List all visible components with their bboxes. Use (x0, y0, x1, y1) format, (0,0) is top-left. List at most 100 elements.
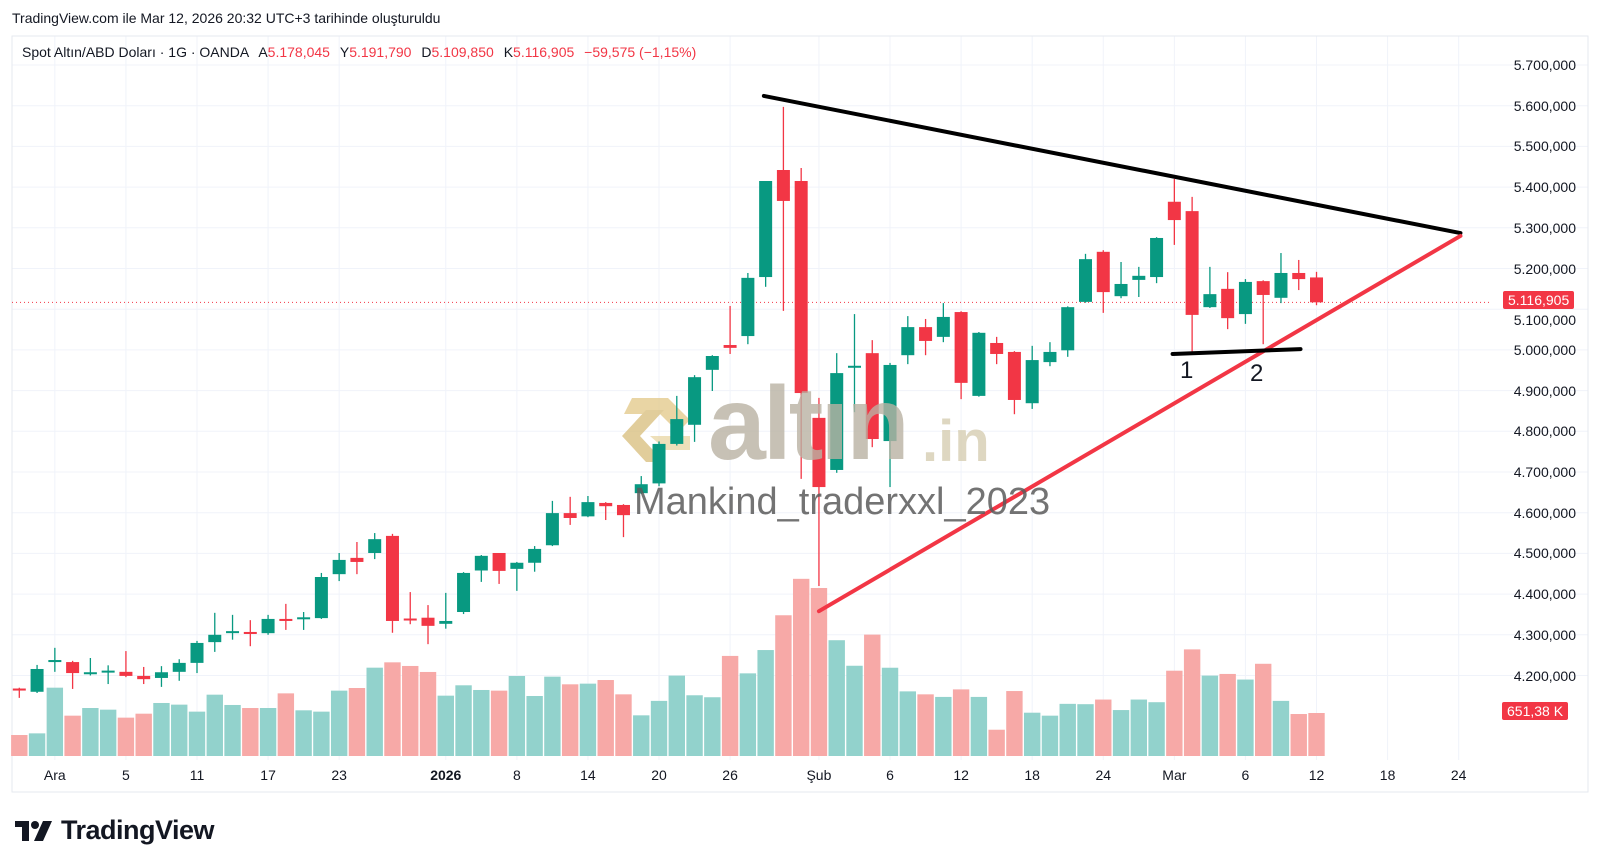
volume-bar (473, 689, 490, 756)
candle (368, 533, 382, 560)
candle (1096, 250, 1110, 313)
price-tick-label: 5.000,000 (1513, 341, 1576, 358)
candle-body (510, 562, 524, 569)
candle-body (1096, 251, 1110, 293)
symbol-legend[interactable]: Spot Altın/ABD Doları · 1G · OANDA A5.17… (22, 44, 696, 60)
tradingview-logo[interactable]: TradingView (15, 815, 215, 846)
candle (1238, 279, 1252, 324)
horizontal-support-line (1170, 347, 1303, 356)
price-tick-label: 4.300,000 (1513, 626, 1576, 643)
candle-body (990, 342, 1004, 354)
price-tick-label: 4.900,000 (1513, 382, 1576, 399)
volume-bar (1237, 679, 1254, 756)
candle (670, 395, 684, 446)
candle-body (12, 688, 26, 691)
candle (616, 504, 630, 538)
low-value: 5.109,850 (431, 44, 494, 60)
time-tick-label: 26 (722, 767, 738, 783)
price-tick-label: 4.200,000 (1513, 667, 1576, 684)
candle (208, 612, 222, 652)
time-tick-label: 24 (1450, 767, 1467, 783)
time-tick-label: 8 (512, 767, 521, 783)
candle-body (972, 332, 986, 396)
candle-body (1185, 211, 1199, 315)
candle (847, 314, 861, 413)
candle (30, 664, 44, 694)
candle (528, 546, 542, 572)
candle (314, 572, 328, 619)
candle (723, 305, 737, 354)
volume-bar (970, 696, 988, 756)
candle (688, 375, 702, 442)
candle (919, 318, 933, 356)
candle-body (261, 618, 275, 634)
volume-bar (206, 694, 223, 756)
volume-bar (11, 735, 28, 756)
volume-bar (242, 708, 259, 756)
candle (812, 397, 826, 586)
candle (403, 592, 417, 625)
candle (705, 355, 719, 392)
candle (83, 657, 97, 676)
volume-bar (46, 687, 64, 756)
volume-bar (650, 700, 668, 756)
candle-body (30, 668, 44, 692)
candle (1292, 259, 1306, 291)
candle (776, 106, 790, 311)
candle (1167, 178, 1181, 245)
watermark-brand: altın (708, 366, 910, 482)
candle-body (634, 484, 648, 494)
volume-bar (1059, 703, 1076, 756)
symbol-name[interactable]: Spot Altın/ABD Doları · 1G · OANDA (22, 44, 249, 60)
candle-body (208, 634, 222, 643)
candle-body (492, 552, 506, 571)
drawings (761, 93, 1463, 614)
candle-body (403, 618, 417, 621)
volume-bar (988, 729, 1005, 756)
candle-body (190, 642, 204, 663)
candle (1025, 345, 1039, 409)
candle-body (1025, 360, 1039, 404)
candle-body (226, 631, 240, 634)
candle (154, 666, 168, 687)
volume-bar (828, 640, 845, 756)
candle-body (101, 670, 115, 673)
time-tick-label: 12 (953, 767, 969, 783)
volume-bar (490, 690, 508, 756)
price-tick-label: 4.700,000 (1513, 464, 1576, 480)
volume-bar (668, 675, 685, 756)
candle-body (474, 555, 488, 571)
volume-bar (775, 615, 792, 756)
volume-bar (952, 689, 970, 756)
candle-body (297, 617, 311, 620)
candle (421, 605, 435, 645)
volume-bar (82, 708, 99, 756)
volume-bar (579, 683, 597, 756)
candle (439, 592, 453, 629)
time-tick-label: Şub (806, 767, 832, 783)
volume-bar (1290, 714, 1307, 756)
candle (563, 496, 577, 525)
volume-bar (1130, 699, 1148, 756)
candle (226, 614, 240, 640)
price-tick-label: 4.800,000 (1513, 423, 1576, 440)
volume-bar (330, 690, 348, 756)
time-tick-label: 20 (651, 767, 667, 783)
volume-bar (135, 713, 152, 756)
time-tick-label: 11 (189, 767, 205, 783)
candle (297, 612, 311, 630)
candle-body (137, 675, 151, 680)
time-tick-label: 6 (1241, 767, 1250, 783)
watermark-author: Mankind_traderxxl_2023 (634, 481, 1051, 523)
volume-bar (597, 680, 614, 756)
volume-bar (28, 733, 46, 756)
volume-bar (899, 691, 916, 756)
candle-body (865, 353, 879, 440)
candle-body (670, 419, 684, 444)
created-note: TradingView.com ile Mar 12, 2026 20:32 U… (12, 10, 441, 26)
volume-bar (224, 704, 241, 756)
candle (243, 620, 257, 647)
volume-bar (561, 684, 579, 756)
last-volume-tag: 651,38 K (1502, 702, 1569, 720)
